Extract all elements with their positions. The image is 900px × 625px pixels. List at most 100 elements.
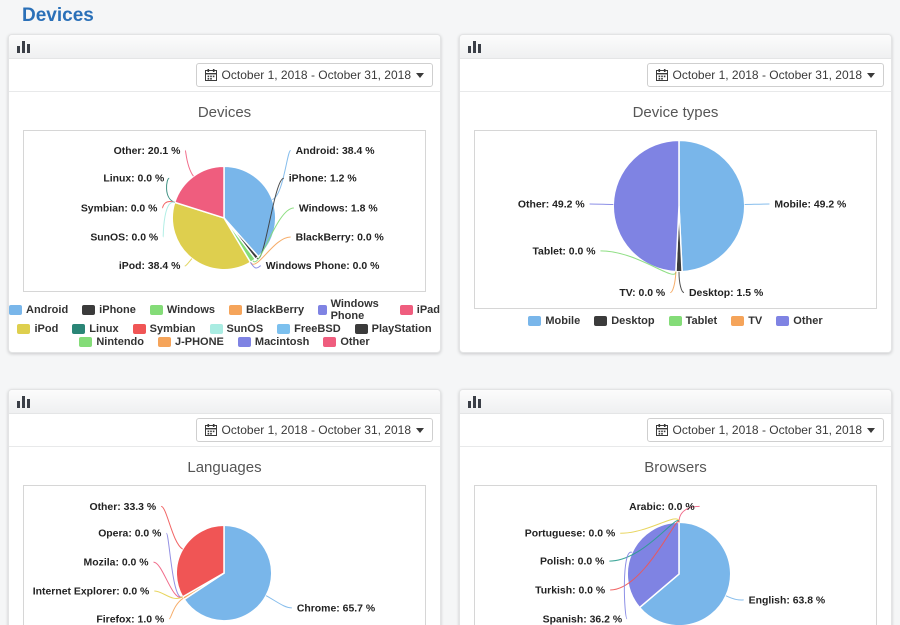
legend-item[interactable]: Macintosh [237, 336, 309, 348]
callout-label: BlackBerry: 0.0 % [296, 232, 384, 243]
callout-line [600, 250, 677, 275]
caret-down-icon [416, 72, 424, 78]
pie-slice[interactable] [183, 524, 273, 622]
chart-title: Device types [632, 104, 719, 121]
callout-label: iPhone: 1.2 % [289, 174, 357, 185]
legend-label: Nintendo [96, 336, 144, 348]
pie-slice[interactable] [638, 521, 732, 625]
callout-label: Windows Phone: 0.0 % [266, 261, 380, 272]
callout-line [250, 236, 291, 265]
callout-line [252, 207, 294, 263]
cards-grid: October 1, 2018 - October 31, 2018 Devic… [0, 32, 900, 625]
chart-legend: Mobile Desktop Tablet TV Other [460, 315, 891, 327]
legend-item[interactable]: Desktop [594, 315, 655, 327]
pie-slice[interactable] [171, 201, 252, 271]
callout-label: Desktop: 1.5 % [689, 288, 763, 299]
legend-row: Android iPhone Windows BlackBerry Windows Ph… [9, 298, 440, 322]
legend-item[interactable]: iPod [17, 323, 58, 335]
callout-line [162, 201, 175, 238]
chart-box: Arabic: 0.0 % Portuguese: 0.0 % Polish: 0.… [474, 485, 877, 625]
legend-label: iPod [34, 323, 59, 335]
legend-swatch [594, 316, 608, 326]
legend-item[interactable]: TV [731, 315, 762, 327]
legend-swatch [528, 316, 542, 326]
pie-slice[interactable] [612, 139, 680, 273]
legend-item[interactable]: Linux [72, 323, 119, 335]
legend-item[interactable]: J-PHONE [158, 336, 224, 348]
legend-label: Symbian [149, 323, 196, 335]
legend-item[interactable]: Windows Phone [318, 298, 386, 322]
legend-label: Android [26, 304, 69, 316]
legend-swatch [149, 305, 163, 315]
legend-item[interactable]: Windows [149, 298, 216, 322]
callout-label: Tablet: 0.0 % [532, 246, 595, 257]
chart-card-device-types: October 1, 2018 - October 31, 2018 Devic… [459, 34, 892, 353]
legend-item[interactable]: SunOS [209, 323, 263, 335]
bar-chart-icon [468, 396, 481, 408]
legend-label: Other [340, 336, 370, 348]
callout-label: Firefox: 1.0 % [96, 614, 164, 625]
chart-box: Other: 33.3 % Opera: 0.0 % Mozila: 0.0 % In… [23, 485, 426, 625]
date-range-button[interactable]: October 1, 2018 - October 31, 2018 [646, 63, 884, 87]
legend-label: Windows [166, 304, 216, 316]
legend-swatch [323, 337, 337, 347]
callout-label: Portuguese: 0.0 % [525, 529, 615, 540]
date-range-button[interactable]: October 1, 2018 - October 31, 2018 [195, 63, 433, 87]
legend-item[interactable]: Mobile [528, 315, 580, 327]
pie-chart-device-types: Other: 49.2 % Tablet: 0.0 % TV: 0.0 % Deskt… [518, 139, 846, 299]
pie-slice[interactable] [173, 165, 225, 219]
callout-line [165, 532, 183, 598]
chart-card-languages: October 1, 2018 - October 31, 2018 Langu… [8, 389, 441, 625]
page-title: Devices [22, 5, 94, 26]
callout-line [623, 551, 633, 620]
callout-label: Symbian: 0.0 % [81, 203, 158, 214]
callout-line [250, 262, 261, 269]
pie-slice[interactable] [678, 139, 746, 273]
callout-line [154, 590, 183, 599]
legend-item[interactable]: iPhone [82, 298, 136, 322]
callout-line [184, 258, 193, 267]
legend-swatch [229, 305, 243, 315]
caret-down-icon [416, 427, 424, 433]
callout-label: Android: 38.4 % [296, 146, 375, 157]
callout-label: Turkish: 0.0 % [535, 585, 605, 596]
legend-swatch [668, 316, 682, 326]
legend-item[interactable]: Other [323, 336, 370, 348]
legend-label: FreeBSD [294, 323, 341, 335]
legend-swatch [354, 324, 368, 334]
legend-label: Mobile [545, 315, 581, 327]
legend-label: Desktop [611, 315, 655, 327]
callout-line [589, 203, 614, 206]
legend-item[interactable]: Android [9, 298, 68, 322]
callout-label: SunOS: 0.0 % [90, 232, 158, 243]
chart-title: Devices [197, 104, 252, 121]
callout-label: Other: 33.3 % [89, 502, 156, 513]
legend-item[interactable]: Other [776, 315, 823, 327]
legend-item[interactable]: PlayStation [354, 323, 432, 335]
pie-chart-devices: Other: 20.1 % Linux: 0.0 % Symbian: 0.0 % S… [81, 146, 384, 272]
date-range-label: October 1, 2018 - October 31, 2018 [672, 423, 862, 437]
legend-item[interactable]: BlackBerry [229, 298, 304, 322]
calendar-icon [655, 424, 668, 436]
legend-item[interactable]: Tablet [668, 315, 718, 327]
date-range-button[interactable]: October 1, 2018 - October 31, 2018 [646, 418, 884, 442]
legend-swatch [132, 324, 146, 334]
legend-label: J-PHONE [175, 336, 224, 348]
legend-item[interactable]: FreeBSD [277, 323, 341, 335]
callout-line [160, 505, 183, 550]
pie-slice[interactable] [223, 165, 277, 258]
legend-item[interactable]: iPad [399, 298, 440, 322]
chart-title: Browsers [644, 459, 707, 476]
legend-item[interactable]: Symbian [132, 323, 196, 335]
callout-label: TV: 0.0 % [619, 288, 665, 299]
callout-line [744, 203, 770, 206]
bar-chart-icon [17, 41, 30, 53]
legend-label: PlayStation [371, 323, 432, 335]
legend-swatch [277, 324, 291, 334]
date-range-button[interactable]: October 1, 2018 - October 31, 2018 [195, 418, 433, 442]
callout-line [265, 595, 292, 609]
legend-item[interactable]: Nintendo [79, 336, 144, 348]
legend-label: Tablet [685, 315, 718, 327]
callout-label: Linux: 0.0 % [103, 174, 164, 185]
legend-swatch [318, 305, 327, 315]
